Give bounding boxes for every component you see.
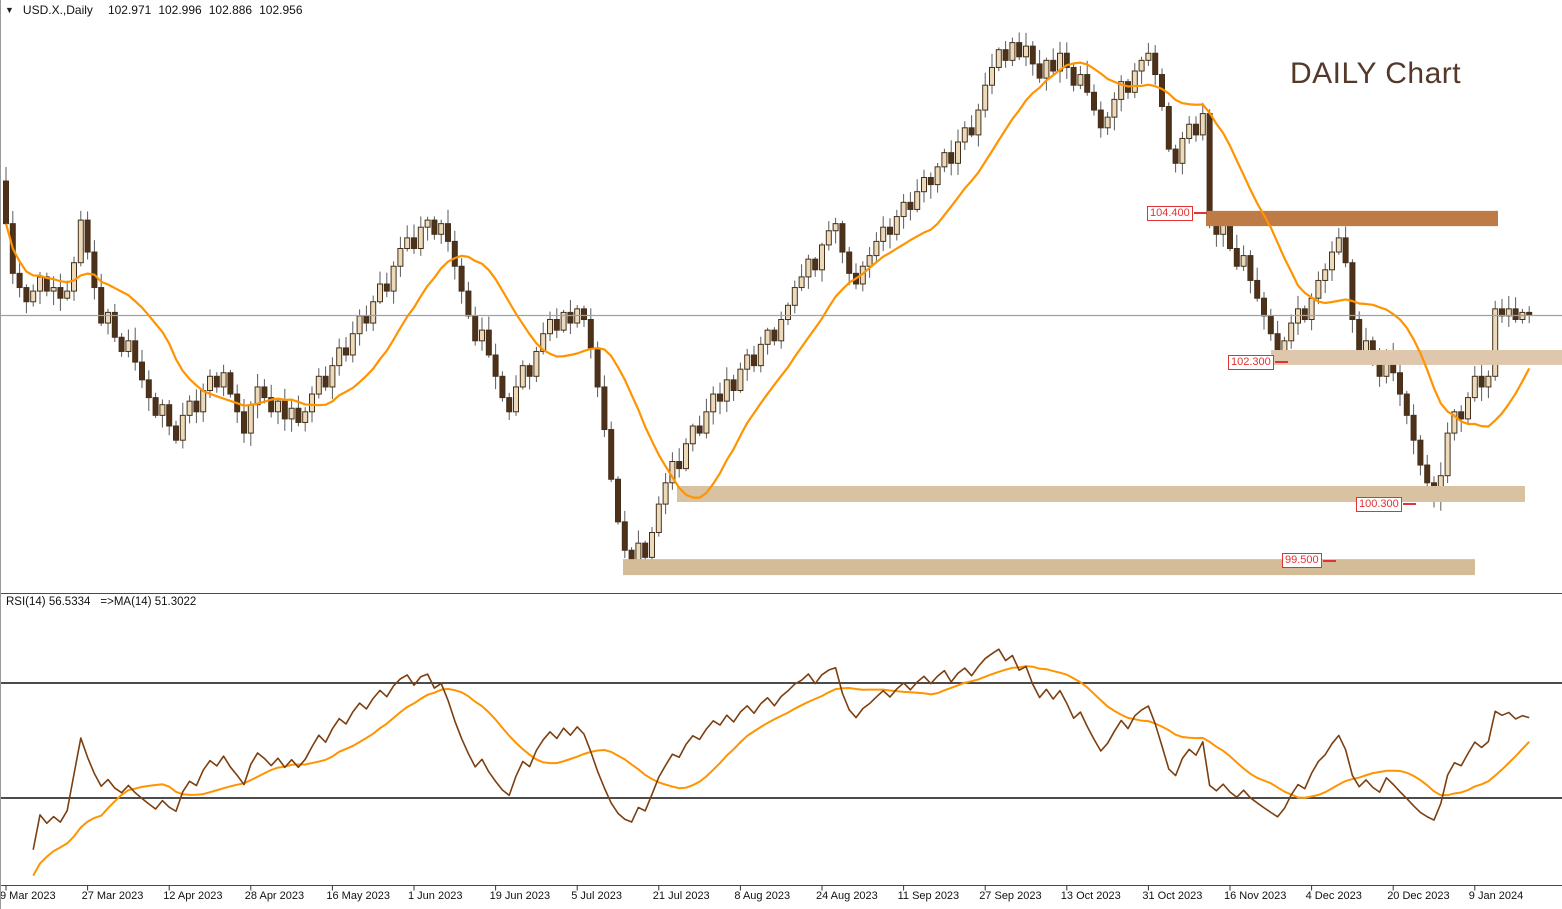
symbol-timeframe-label: USD.X.,Daily [22, 3, 93, 17]
candlestick-pane[interactable] [3, 32, 1533, 574]
moving-average-line [4, 61, 1531, 499]
axis-date-label: 13 Oct 2023 [1060, 890, 1121, 902]
price-level-value: 102.300 [1228, 354, 1274, 370]
price-level-pointer-dash [1193, 212, 1207, 214]
rsi-value-label: RSI(14) 56.5334 [6, 596, 91, 608]
zone-100.300 [677, 485, 1525, 502]
axis-date-label: 16 Nov 2023 [1224, 890, 1287, 902]
quote-high: 102.996 [158, 3, 202, 17]
support-resistance-zones[interactable] [623, 210, 1562, 576]
price-level-value: 99.500 [1282, 553, 1322, 569]
axis-date-label: 19 Jun 2023 [489, 890, 551, 902]
zone-102.300 [1271, 350, 1562, 365]
rsi-indicator-label: RSI(14) 56.5334 =>MA(14) 51.3022 [6, 596, 196, 608]
daily-chart-annotation: DAILY Chart [1290, 57, 1462, 90]
axis-date-label: 11 Sep 2023 [897, 890, 960, 902]
axis-date-label: 9 Mar 2023 [0, 890, 56, 902]
price-level-label-100.300: 100.300 [1356, 496, 1416, 512]
zone-99.500 [623, 559, 1475, 576]
zone-104.400 [1206, 210, 1498, 227]
price-level-pointer-dash [1402, 503, 1416, 506]
axis-date-label: 9 Jan 2024 [1468, 890, 1524, 902]
price-level-label-102.300: 102.300 [1228, 354, 1288, 370]
axis-date-label: 27 Mar 2023 [81, 890, 144, 902]
axis-date-label: 12 Apr 2023 [163, 890, 223, 902]
price-level-pointer-dash [1274, 361, 1288, 364]
rsi-pane[interactable] [1, 648, 1562, 877]
axis-date-label: 5 Jul 2023 [571, 890, 622, 902]
quote-close: 102.956 [259, 3, 303, 17]
price-level-pointer-dash [1322, 559, 1336, 562]
rsi-ma-value-label: =>MA(14) 51.3022 [100, 596, 197, 608]
chart-title-bar: ▼ USD.X.,Daily 102.971 102.996 102.886 1… [5, 3, 303, 17]
axis-date-label: 8 Aug 2023 [734, 890, 791, 902]
price-level-label-99.500: 99.500 [1282, 553, 1336, 569]
price-level-label-104.400: 104.400 [1147, 205, 1207, 221]
axis-date-label: 16 May 2023 [326, 890, 390, 902]
quote-open: 102.971 [107, 3, 152, 17]
axis-date-label: 20 Dec 2023 [1387, 890, 1450, 902]
axis-date-label: 4 Dec 2023 [1305, 890, 1362, 902]
axis-date-label: 28 Apr 2023 [244, 890, 305, 902]
axes-and-separators [1, 593, 1562, 891]
axis-date-label: 1 Jun 2023 [408, 890, 463, 902]
symbol-dropdown-icon[interactable]: ▼ [5, 5, 14, 15]
axis-date-label: 27 Sep 2023 [979, 890, 1042, 902]
axis-date-label: 24 Aug 2023 [816, 890, 878, 902]
quote-low: 102.886 [208, 3, 253, 17]
axis-date-label: 31 Oct 2023 [1142, 890, 1203, 902]
price-level-value: 104.400 [1147, 205, 1193, 221]
axis-date-label: 21 Jul 2023 [652, 890, 710, 902]
price-level-value: 100.300 [1356, 496, 1402, 512]
